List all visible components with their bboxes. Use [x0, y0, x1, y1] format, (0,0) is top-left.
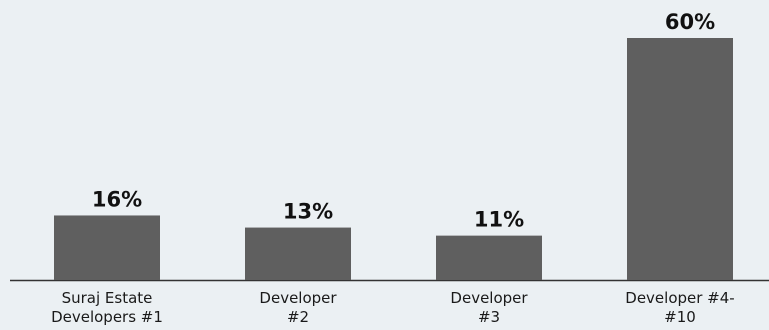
bar-4 [627, 38, 733, 280]
category-label-line: #3 [478, 308, 500, 326]
category-label-3: Developer #3 [450, 289, 528, 326]
bar-3 [436, 235, 542, 280]
category-label-1: Suraj Estate Developers #1 [51, 289, 163, 326]
bar-group [54, 38, 733, 280]
value-label-3: 11% [474, 208, 524, 232]
bar-1 [54, 215, 160, 280]
category-label-line: #10 [664, 308, 696, 326]
bar-2 [245, 227, 351, 280]
value-label-2: 13% [283, 200, 333, 224]
category-label-line: Developers #1 [51, 308, 163, 326]
category-label-4: Developer #4-#10 [625, 289, 734, 326]
category-label-line: Developer #4- [625, 289, 734, 307]
value-label-1: 16% [92, 187, 142, 211]
value-label-group: 16% 13% 11% 60% [92, 10, 715, 232]
category-label-line: Developer [450, 289, 528, 307]
category-label-line: #2 [287, 308, 309, 326]
category-label-2: Developer #2 [259, 289, 337, 326]
category-label-line: Developer [259, 289, 337, 307]
value-label-4: 60% [665, 10, 715, 34]
category-label-line: Suraj Estate [62, 289, 153, 307]
